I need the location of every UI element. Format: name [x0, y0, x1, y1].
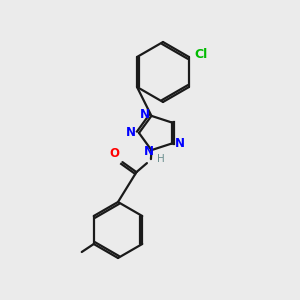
Text: N: N	[140, 108, 149, 122]
Text: O: O	[110, 147, 119, 160]
Text: Cl: Cl	[194, 49, 207, 62]
Text: H: H	[157, 154, 165, 164]
Text: N: N	[144, 145, 154, 158]
Text: N: N	[126, 127, 136, 140]
Text: N: N	[175, 137, 184, 150]
